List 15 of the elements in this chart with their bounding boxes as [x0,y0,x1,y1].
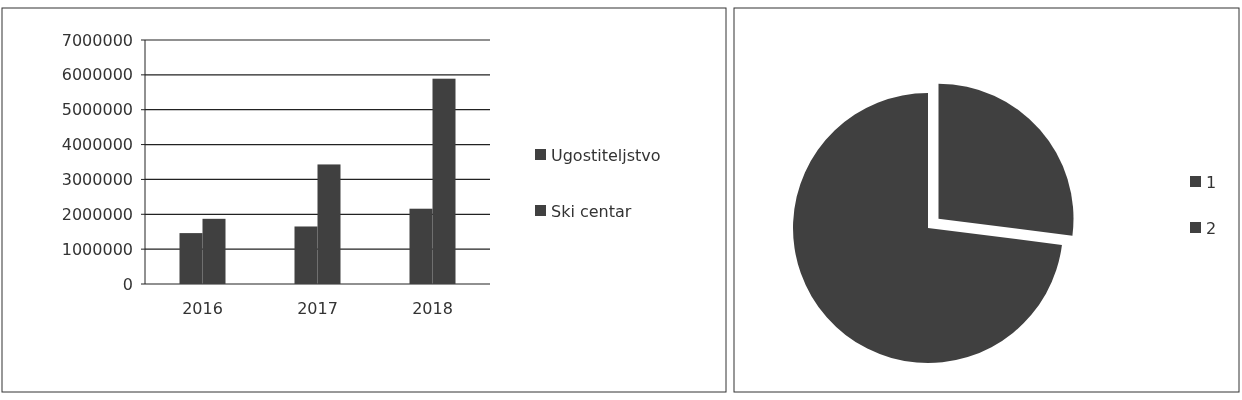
legend-label: 1 [1206,172,1217,192]
y-tick-label: 1000000 [61,239,133,259]
legend-label: 2 [1206,218,1217,238]
y-tick-label: 7000000 [61,30,133,50]
y-tick-label: 4000000 [61,135,133,155]
legend-label: Ski centar [551,201,632,221]
x-tick-label: 2016 [182,299,223,318]
y-tick-label: 2000000 [61,204,133,224]
legend-label: Ugostiteljstvo [551,145,661,165]
y-tick-label: 3000000 [61,170,133,190]
y-tick-label: 0 [122,274,133,294]
x-tick-label: 2017 [297,299,338,318]
y-tick-label: 6000000 [61,65,133,85]
x-tick-label: 2018 [412,299,453,318]
y-tick-label: 5000000 [61,100,133,120]
